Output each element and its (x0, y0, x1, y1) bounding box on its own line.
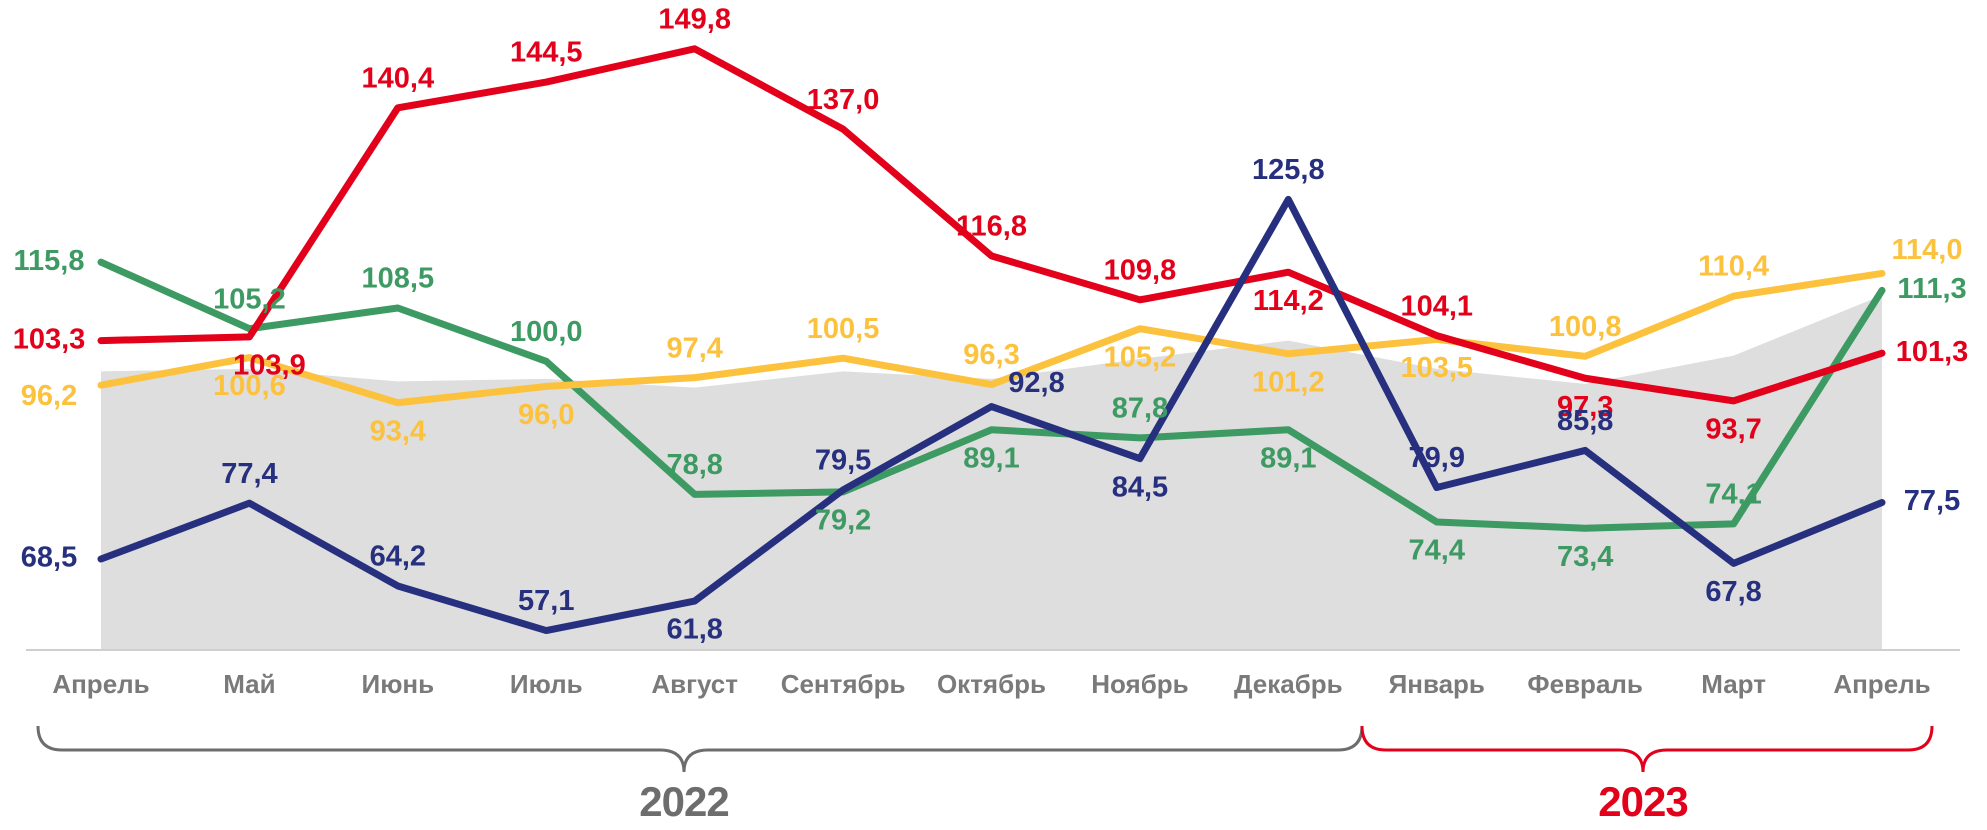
data-label: 149,8 (658, 3, 731, 35)
x-tick-label: Апрель (52, 669, 149, 699)
year-label: 2022 (639, 778, 728, 825)
series-line (97, 269, 1886, 407)
data-label: 100,0 (510, 316, 583, 348)
data-label: 93,4 (370, 415, 426, 447)
data-label: 109,8 (1104, 254, 1177, 286)
data-label: 105,2 (1104, 341, 1177, 373)
data-label: 89,1 (1260, 442, 1316, 474)
data-label: 77,4 (221, 458, 277, 490)
data-label: 116,8 (956, 211, 1027, 243)
data-label: 100,5 (807, 313, 880, 345)
data-label: 101,2 (1252, 366, 1325, 398)
year-brace (1360, 725, 1934, 773)
x-tick-label: Сентябрь (781, 669, 906, 699)
data-label: 115,8 (14, 245, 85, 277)
data-label: 79,9 (1409, 442, 1465, 474)
data-label: 85,8 (1557, 405, 1613, 437)
x-tick-label: Январь (1389, 669, 1485, 699)
data-label: 77,5 (1904, 485, 1960, 517)
x-tick-label: Апрель (1833, 669, 1930, 699)
x-tick-label: Ноябрь (1091, 669, 1188, 699)
data-label: 93,7 (1705, 414, 1761, 446)
data-label: 103,9 (233, 350, 306, 382)
data-label: 79,5 (815, 445, 871, 477)
x-tick-label: Декабрь (1234, 669, 1343, 699)
data-label: 61,8 (666, 614, 722, 646)
data-label: 74,4 (1409, 535, 1465, 567)
data-label: 108,5 (362, 263, 435, 295)
data-label: 67,8 (1705, 576, 1761, 608)
data-label: 96,3 (963, 339, 1019, 371)
data-label: 144,5 (510, 37, 583, 69)
x-tick-label: Февраль (1527, 669, 1642, 699)
data-label: 97,3 (1557, 391, 1613, 423)
data-label: 140,4 (362, 62, 435, 94)
data-label: 137,0 (807, 84, 880, 116)
data-label: 114,0 (1892, 234, 1963, 266)
data-label: 114,2 (1253, 285, 1324, 317)
series-line (97, 195, 1886, 635)
data-label: 105,2 (213, 283, 286, 315)
data-label: 74,1 (1705, 479, 1761, 511)
year-label: 2023 (1598, 778, 1687, 825)
x-tick-label: Июнь (362, 669, 435, 699)
data-label: 57,1 (518, 585, 574, 617)
data-label: 64,2 (370, 541, 426, 573)
data-label: 110,4 (1698, 251, 1769, 283)
data-label: 104,1 (1400, 290, 1473, 322)
data-label: 103,5 (1400, 352, 1473, 384)
series-line (97, 45, 1886, 405)
series-line (97, 258, 1886, 532)
data-label: 68,5 (21, 542, 77, 574)
year-brace (36, 725, 1364, 773)
data-label: 101,3 (1896, 336, 1969, 368)
x-tick-label: Июль (510, 669, 583, 699)
data-label: 97,4 (666, 332, 722, 364)
data-label: 125,8 (1252, 154, 1325, 186)
data-label: 73,4 (1557, 541, 1613, 573)
data-label: 100,8 (1549, 311, 1622, 343)
x-tick-label: Октябрь (937, 669, 1046, 699)
x-tick-label: Май (223, 669, 275, 699)
data-label: 79,2 (815, 505, 871, 537)
data-label: 103,3 (13, 323, 86, 355)
data-label: 87,8 (1112, 393, 1168, 425)
data-label: 96,0 (518, 399, 574, 431)
x-tick-label: Август (651, 669, 738, 699)
data-label: 100,6 (213, 370, 286, 402)
data-label: 78,8 (666, 449, 722, 481)
data-label: 92,8 (1008, 367, 1064, 399)
data-label: 111,3 (1897, 273, 1966, 305)
data-label: 84,5 (1112, 471, 1168, 503)
x-tick-label: Март (1701, 669, 1766, 699)
data-label: 96,2 (21, 380, 77, 412)
data-label: 89,1 (963, 442, 1019, 474)
